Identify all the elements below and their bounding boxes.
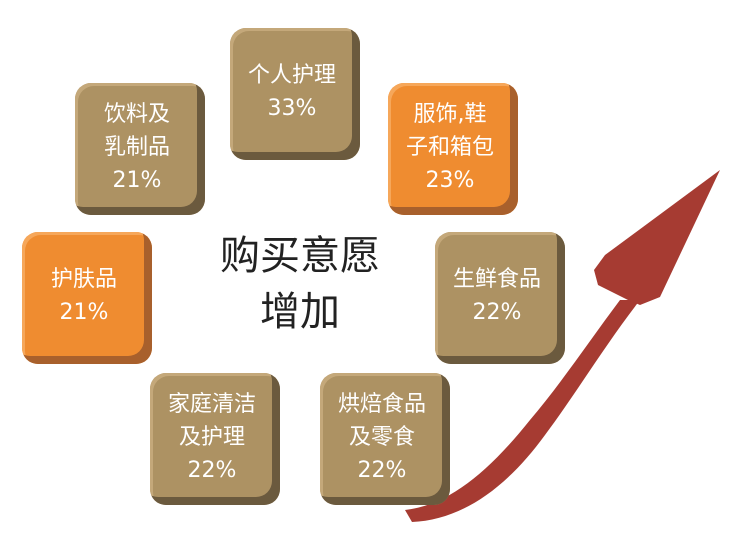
category-percent: 21% [59, 300, 109, 325]
arrow-shaft [405, 300, 640, 522]
category-label: 生鲜食品 [452, 267, 541, 292]
arrow-head [594, 170, 720, 305]
category-box-apparel: 服饰,鞋 子和箱包 23% [388, 83, 518, 215]
category-box-skincare: 护肤品 21% [22, 232, 152, 364]
category-box-fresh-food: 生鲜食品 22% [435, 232, 565, 364]
category-percent: 22% [187, 457, 237, 483]
category-percent: 23% [425, 167, 475, 193]
category-label: 乳制品 [103, 134, 170, 160]
category-label: 及护理 [178, 424, 245, 450]
center-title-line1: 购买意愿 [220, 233, 380, 279]
category-label: 及零食 [348, 424, 415, 450]
category-label: 家庭清洁 [167, 391, 256, 417]
category-percent: 21% [112, 167, 162, 193]
category-label: 个人护理 [247, 63, 336, 88]
category-percent: 33% [267, 96, 317, 121]
category-box-bakery-snacks: 烘焙食品 及零食 22% [320, 373, 450, 505]
center-title-line2: 增加 [260, 289, 340, 335]
category-percent: 22% [472, 300, 522, 325]
category-box-personal-care: 个人护理 33% [230, 28, 360, 160]
category-label: 子和箱包 [405, 134, 494, 160]
category-label: 饮料及 [103, 101, 170, 127]
category-percent: 22% [357, 457, 407, 483]
category-label: 护肤品 [50, 267, 117, 292]
category-label: 服饰,鞋 [413, 101, 487, 127]
category-box-home-cleaning: 家庭清洁 及护理 22% [150, 373, 280, 505]
category-box-beverages-dairy: 饮料及 乳制品 21% [75, 83, 205, 215]
center-title: 购买意愿 增加 [195, 228, 405, 340]
category-label: 烘焙食品 [337, 391, 426, 417]
